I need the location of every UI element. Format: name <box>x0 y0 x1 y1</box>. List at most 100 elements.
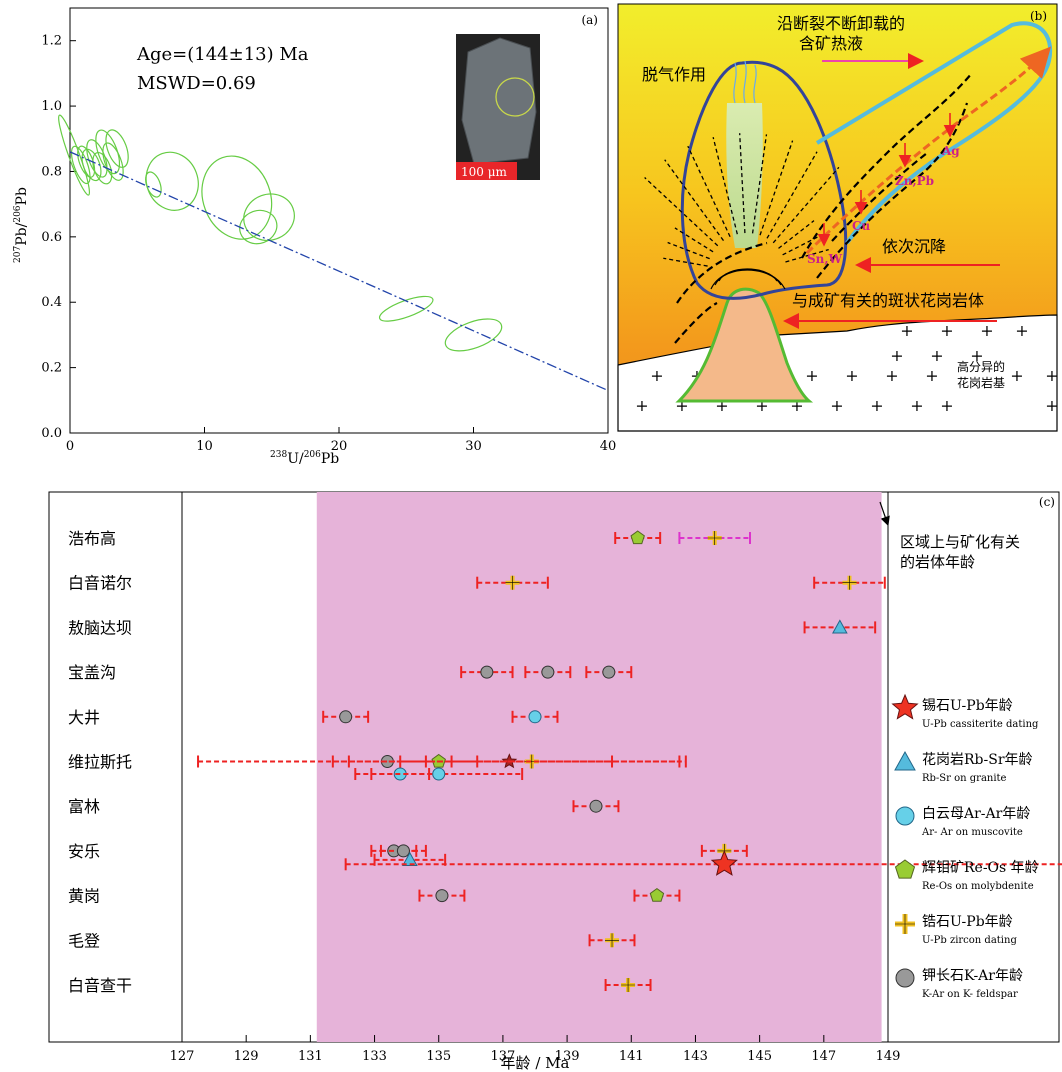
y-tick-label: 0.0 <box>41 426 62 441</box>
x-tick-label: 147 <box>811 1049 836 1064</box>
data-point-circle_cyan <box>432 767 446 781</box>
panel-c-x-axis-label: 年龄 / Ma <box>501 1054 570 1072</box>
legend-en: U-Pb cassiterite dating <box>922 719 1039 730</box>
legend-cn: 锡石U-Pb年龄 <box>922 698 1013 714</box>
legend-en: Re-Os on molybdenite <box>922 881 1034 892</box>
y-tick-label: 0.2 <box>41 361 62 376</box>
svg-text:+: + <box>830 396 843 415</box>
x-tick-label: 129 <box>234 1049 259 1064</box>
panel-a-label: (a) <box>581 13 598 27</box>
data-point-circle_gray <box>339 710 353 724</box>
svg-text:+: + <box>885 366 898 385</box>
svg-text:+: + <box>970 346 983 365</box>
data-point-circle_gray <box>589 799 603 813</box>
data-ellipse <box>95 129 121 175</box>
metal-ag: Ag <box>941 144 960 158</box>
settling-text: 依次沉降 <box>882 237 946 256</box>
data-point-circle_gray <box>480 665 494 679</box>
shaded-age-range <box>316 492 882 1042</box>
data-ellipse <box>145 151 199 211</box>
x-tick-label: 30 <box>465 439 482 454</box>
data-ellipse <box>81 148 102 182</box>
svg-text:+: + <box>940 396 953 415</box>
batholith-text-2: 花岗岩基 <box>957 375 1005 390</box>
svg-text:+: + <box>1010 366 1023 385</box>
porphyry-text: 与成矿有关的斑状花岗岩体 <box>792 291 984 310</box>
metal-cu: Cu <box>852 219 871 233</box>
category-label: 浩布高 <box>68 529 116 548</box>
fault-text: 沿断裂不断卸载的 <box>777 14 905 33</box>
category-label: 白音诺尔 <box>68 574 132 593</box>
legend-cn: 辉钼矿Re-Os 年龄 <box>922 860 1039 876</box>
svg-text:+: + <box>870 396 883 415</box>
y-tick-label: 0.8 <box>41 164 62 179</box>
cross-outline <box>621 978 636 992</box>
x-tick-label: 149 <box>876 1049 901 1064</box>
legend-cn: 花岗岩Rb-Sr年龄 <box>922 752 1033 768</box>
y-axis-label: 207Pb/206Pb <box>13 187 30 263</box>
data-point-circle_cyan <box>895 806 915 826</box>
data-point-star_big <box>710 850 738 876</box>
svg-text:+: + <box>910 396 923 415</box>
age-text: Age=(144±13) Ma <box>136 44 309 65</box>
y-tick-label: 1.0 <box>41 99 62 114</box>
category-label: 宝盖沟 <box>68 663 116 682</box>
data-ellipse <box>201 155 273 240</box>
panel-b-label: (b) <box>1030 9 1047 23</box>
degassing-envelope <box>680 60 848 300</box>
x-tick-label: 127 <box>170 1049 195 1064</box>
x-tick-label: 40 <box>600 439 617 454</box>
ore-fluid-channel <box>815 21 1053 245</box>
cross-outline <box>605 933 620 948</box>
batholith-text-1: 高分异的 <box>957 359 1005 374</box>
x-tick-label: 137 <box>490 1049 515 1064</box>
data-point-pentagon <box>649 887 665 902</box>
data-ellipse <box>58 114 91 196</box>
legend-cn: 白云母Ar-Ar年龄 <box>922 806 1030 822</box>
category-label: 维拉斯托 <box>68 753 132 772</box>
y-tick-label: 0.6 <box>41 230 62 245</box>
category-label: 大井 <box>68 708 100 727</box>
x-tick-label: 131 <box>298 1049 323 1064</box>
annotation-line-2: 的岩体年龄 <box>900 553 975 571</box>
cross-outline <box>842 575 857 590</box>
x-tick-label: 135 <box>426 1049 451 1064</box>
data-ellipse <box>444 318 503 352</box>
panel-a-chart: 0 10 20 30 40 0.0 0.2 0.4 0.6 0.8 1.0 1.2 (a) Age=(… <box>13 7 617 467</box>
fluid-text: 含矿热液 <box>799 34 863 53</box>
metal-zn-pb: Zn,Pb <box>895 174 934 188</box>
svg-text:+: + <box>890 346 903 365</box>
data-point-circle_gray <box>396 844 410 858</box>
svg-text:+: + <box>930 346 943 365</box>
svg-text:+: + <box>635 396 648 415</box>
scale-bar-label: 100 μm <box>461 165 508 179</box>
panel-c-label: (c) <box>1039 495 1055 509</box>
svg-text:+: + <box>940 321 953 340</box>
data-point-triangle <box>894 750 916 771</box>
cross-outline <box>505 575 520 590</box>
svg-text:+: + <box>845 366 858 385</box>
x-tick-label: 141 <box>619 1049 644 1064</box>
x-tick-label: 145 <box>747 1049 772 1064</box>
legend-en: U-Pb zircon dating <box>922 935 1017 946</box>
x-tick-label: 0 <box>66 439 74 454</box>
category-label: 安乐 <box>68 842 100 861</box>
data-point-circle_gray <box>435 889 449 903</box>
data-point-triangle <box>401 851 418 866</box>
annotation-line-1: 区域上与矿化有关 <box>900 533 1020 551</box>
cross-outline <box>895 914 915 934</box>
data-point-circle_gray <box>895 968 915 988</box>
legend-cn: 锆石U-Pb年龄 <box>922 914 1013 930</box>
category-label: 毛登 <box>68 931 100 950</box>
panel-b-diagram: +++++++++++++++++++++++++++++++ Ag Zn,Pb… <box>617 3 1059 432</box>
svg-text:+: + <box>1045 396 1058 415</box>
svg-text:+: + <box>925 366 938 385</box>
svg-text:+: + <box>1015 321 1028 340</box>
legend-en: Rb-Sr on granite <box>922 773 1007 784</box>
x-axis-label: 238U/206Pb <box>270 450 339 467</box>
category-label: 白音查干 <box>68 976 132 995</box>
x-tick-label: 133 <box>362 1049 387 1064</box>
data-point-circle_cyan <box>528 710 542 724</box>
mswd-text: MSWD=0.69 <box>137 73 256 94</box>
x-tick-label: 143 <box>683 1049 708 1064</box>
